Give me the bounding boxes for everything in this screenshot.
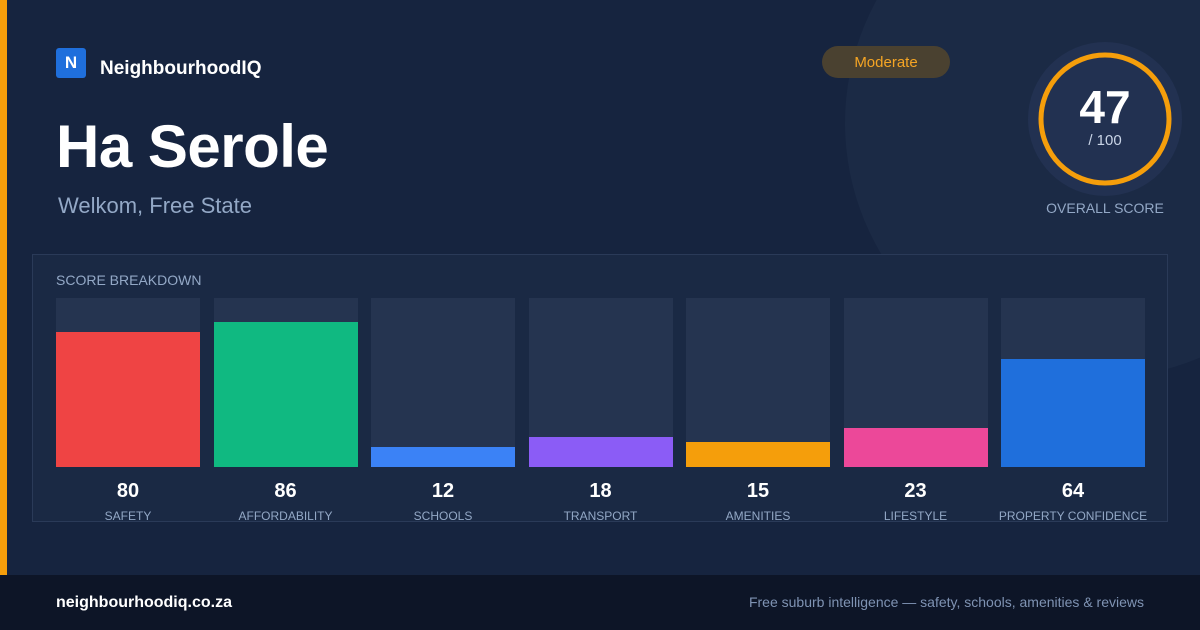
bar-transport: [528, 436, 673, 467]
overall-score-ring: [1028, 42, 1182, 196]
bar-schools: [371, 446, 515, 467]
breakdown-title: SCORE BREAKDOWN: [56, 272, 202, 288]
bar-value-label: 18: [589, 480, 612, 502]
brand-name: NeighbourhoodIQ: [100, 58, 262, 79]
bar-category-label: AMENITIES: [725, 509, 791, 523]
bar-category-label: LIFESTYLE: [883, 509, 948, 523]
bar-track: [371, 298, 515, 467]
bar-track: [686, 298, 830, 467]
bar-amenities: [686, 441, 830, 467]
bar-category-label: SAFETY: [104, 509, 152, 523]
footer: neighbourhoodiq.co.za Free suburb intell…: [0, 575, 1200, 630]
bar-value-label: 15: [746, 480, 770, 502]
bar-category-label: TRANSPORT: [563, 509, 638, 523]
footer-url-link[interactable]: neighbourhoodiq.co.za: [56, 594, 232, 611]
bar-value-label: 86: [274, 480, 297, 502]
place-title: Ha Serole: [56, 113, 329, 180]
bar-lifestyle: [843, 428, 988, 467]
accent-stripe: [0, 0, 7, 575]
score-breakdown-chart: 80 SAFETY 86 AFFORDABILITY 12 SCHOOLS 18 TRANSP…: [33, 255, 1169, 523]
bar-category-label: PROPERTY CONFIDENCE: [998, 509, 1148, 523]
bar-safety: [56, 331, 200, 467]
overall-score-max: / 100: [1088, 132, 1122, 149]
share-card: N NeighbourhoodIQ Ha Serole Welkom, Free…: [0, 0, 1182, 575]
bar-value-label: 12: [431, 480, 455, 502]
place-location: Welkom, Free State: [58, 193, 252, 218]
brand-logo-icon: N: [56, 48, 86, 78]
rating-badge: Moderate: [822, 46, 950, 78]
score-breakdown-panel: SCORE BREAKDOWN 80 SAFETY 86 AFFORDABILITY 1…: [32, 254, 1169, 523]
footer-tagline: Free suburb intelligence — safety, schoo…: [748, 594, 1144, 610]
bar-category-label: SCHOOLS: [413, 509, 473, 523]
bar-category-label: AFFORDABILITY: [238, 509, 333, 523]
bar-affordability: [213, 321, 358, 467]
bar-value-label: 80: [116, 480, 140, 502]
bar-value-label: 64: [1061, 480, 1085, 502]
overall-score-value: 47: [1079, 81, 1131, 133]
brand[interactable]: N NeighbourhoodIQ: [56, 46, 261, 80]
bar-value-label: 23: [904, 480, 927, 502]
bar-property-confidence: [1001, 358, 1145, 467]
overall-score-caption: OVERALL SCORE: [1046, 200, 1164, 216]
